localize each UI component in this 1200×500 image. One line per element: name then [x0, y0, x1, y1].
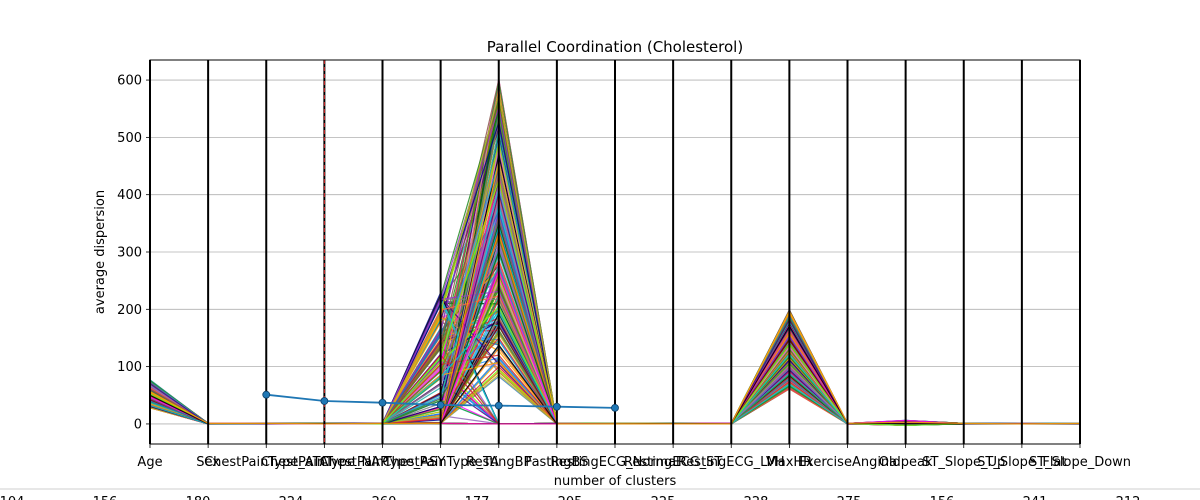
x-tick-label: Age — [137, 455, 162, 470]
bottom-label: 212 — [1116, 495, 1141, 500]
x-tick-label: RestingECG_LVH — [678, 455, 785, 470]
elbow-point-1 — [320, 397, 329, 405]
x-tick-label: RestingECG_ST — [624, 455, 723, 470]
x-tick-label: ST_Slope_Down — [1029, 455, 1131, 470]
x-tick-label: ST_Slope_Flat — [977, 455, 1066, 470]
y-ticks: 0 100 200 300 400 500 600 — [117, 74, 150, 432]
bottom-label: 224 — [279, 495, 304, 500]
y-tick-label: 500 — [117, 131, 142, 146]
elbow-point-6 — [611, 403, 619, 412]
bottom-label: 104 — [0, 495, 24, 500]
bottom-label: 177 — [465, 495, 490, 500]
y-tick-label: 600 — [117, 74, 142, 89]
y-tick-label: 200 — [117, 303, 142, 318]
x-tick-label: ChestPainType_NAP — [261, 455, 388, 470]
bottom-label: 156 — [93, 495, 118, 500]
x-tick-label: ChestPainType_ATA — [204, 455, 328, 470]
elbow-series — [262, 390, 619, 412]
bottom-label: 260 — [372, 495, 397, 500]
bottom-label: 156 — [930, 495, 955, 500]
bottom-label: 275 — [837, 495, 862, 500]
y-tick-label: 300 — [117, 246, 142, 261]
x-tick-label: Oldpeak — [879, 455, 933, 470]
bottom-label: 180 — [186, 495, 211, 500]
x-tick-labels: Age SexChestPainType_ATAChestPainType_NAP… — [137, 444, 1131, 470]
x-tick-label: RestingBP — [466, 455, 531, 470]
x-tick-label: ChestPainType_TA — [382, 455, 499, 470]
x-tick-label: ExerciseAngina — [798, 455, 897, 470]
y-tick-label: 400 — [117, 188, 142, 203]
bottom-label: 228 — [744, 495, 769, 500]
y-tick-label: 100 — [117, 360, 142, 375]
elbow-point-2 — [378, 398, 387, 407]
y-axis-label: average dispersion — [93, 190, 108, 314]
elbow-point-5 — [552, 402, 561, 411]
x-tick-label: FastingBS — [525, 455, 588, 470]
bottom-axis-labels: 104 156 180 224 260 177 205 225 228 275 156 241 212 — [0, 488, 1200, 500]
y-tick-label: 0 — [134, 417, 142, 432]
x-tick-label: RestingECG_Normal — [550, 455, 679, 470]
x-tick-label: Sex — [196, 455, 220, 470]
bottom-label: 225 — [651, 495, 676, 500]
bottom-label: 241 — [1023, 495, 1048, 500]
x-tick-label: ST_Slope_Up — [922, 455, 1005, 470]
x-tick-label: ChestPainType_ASY — [320, 455, 446, 470]
bottom-label: 205 — [558, 495, 583, 500]
chart-title: Parallel Coordination (Cholesterol) — [487, 38, 743, 56]
x-tick-label: MaxHR — [767, 455, 813, 470]
elbow-point-3 — [436, 401, 445, 409]
x-axis-label: number of clusters — [554, 474, 677, 489]
elbow-point-0 — [262, 390, 271, 399]
elbow-point-4 — [494, 401, 503, 410]
